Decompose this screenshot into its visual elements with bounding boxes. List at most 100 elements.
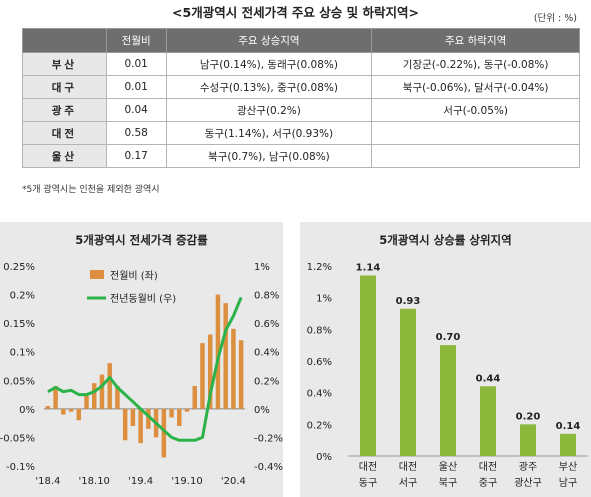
x-tick-label: '19.10 xyxy=(171,476,202,487)
x-category-label-city: 대전 xyxy=(399,461,417,473)
row-region: 대구 xyxy=(22,75,107,99)
x-category-label-district: 광산구 xyxy=(514,477,542,489)
row-up: 북구(0.7%), 남구(0.08%) xyxy=(165,144,373,168)
row-mom: 0.04 xyxy=(105,98,167,122)
table-row: 부산 0.01 남구(0.14%), 동래구(0.08%) 기장군(-0.22%… xyxy=(22,52,580,76)
mom-bar xyxy=(215,294,221,409)
row-region: 울산 xyxy=(22,144,107,168)
mom-bar xyxy=(146,408,151,429)
table-title: <5개광역시 전세가격 주요 상승 및 하락지역> xyxy=(172,5,419,20)
y-left-tick-label: -0.1% xyxy=(6,462,35,473)
jeonse-change-chart-panel: 5개광역시 전세가격 증감률 -0.1% -0.05% 0% 0.05% 0.1% 0.1… xyxy=(0,222,283,497)
y-right-tick-label: 0.8% xyxy=(254,291,279,302)
bar-value-label: 0.14 xyxy=(556,421,581,432)
mom-bar xyxy=(107,363,112,409)
x-category-label-district: 서구 xyxy=(399,477,417,489)
y-right-tick-label: 1% xyxy=(254,262,270,273)
y-tick-label: 0.6% xyxy=(307,357,332,368)
x-category-label-city: 부산 xyxy=(559,461,577,473)
mom-bar xyxy=(138,408,143,444)
x-category-label-city: 대전 xyxy=(479,461,497,473)
region-bar xyxy=(400,308,416,456)
x-category-label-district: 중구 xyxy=(479,477,497,489)
mom-bar xyxy=(223,303,228,409)
y-left-tick-label: -0.05% xyxy=(0,433,35,444)
bar-value-label: 0.70 xyxy=(436,332,461,343)
legend-label-line: 전년동월비 (우) xyxy=(110,293,176,305)
mom-bar xyxy=(84,394,89,409)
y-left-tick-label: 0.15% xyxy=(3,319,35,330)
mom-bar xyxy=(169,408,174,418)
row-down: 기장군(-0.22%), 동구(-0.08%) xyxy=(371,52,580,76)
top-regions-chart-panel: 5개광역시 상승률 상위지역 0% 0.2% 0.4% 0.6% 0.8% 1% 1.2% 1… xyxy=(300,222,591,497)
y-right-tick-label: -0.2% xyxy=(254,433,283,444)
y-left-tick-label: 0.1% xyxy=(10,348,35,359)
row-mom: 0.01 xyxy=(105,75,167,99)
table-row: 광주 0.04 광산구(0.2%) 서구(-0.05%) xyxy=(22,98,580,122)
mom-bar xyxy=(99,374,105,409)
table-row: 대전 0.58 동구(1.14%), 서구(0.93%) xyxy=(22,121,580,145)
row-mom: 0.01 xyxy=(105,52,167,76)
bar-value-label: 1.14 xyxy=(356,263,381,274)
row-up: 남구(0.14%), 동래구(0.08%) xyxy=(165,52,373,76)
y-left-tick-label: 0.25% xyxy=(3,262,35,273)
x-category-label-city: 울산 xyxy=(439,461,457,473)
mom-bar xyxy=(68,408,74,412)
table-row: 울산 0.17 북구(0.7%), 남구(0.08%) xyxy=(22,144,580,168)
regional-change-table: 전월비 주요 상승지역 주요 하락지역 부산 0.01 남구(0.14%), 동… xyxy=(22,28,580,168)
legend-label-bar: 전월비 (좌) xyxy=(110,270,158,282)
region-bar xyxy=(480,386,496,456)
mom-bar xyxy=(161,408,167,458)
y-tick-label: 0.4% xyxy=(307,389,332,400)
row-up: 수성구(0.13%), 중구(0.08%) xyxy=(165,75,373,99)
row-region: 부산 xyxy=(22,52,107,76)
y-right-tick-label: 0% xyxy=(254,405,270,416)
header-down: 주요 하락지역 xyxy=(371,28,580,53)
x-tick-label: '18.10 xyxy=(79,476,110,487)
row-region: 대전 xyxy=(22,121,107,145)
header-up: 주요 상승지역 xyxy=(165,28,373,53)
mom-bar xyxy=(122,408,128,441)
row-up: 광산구(0.2%) xyxy=(165,98,373,122)
x-category-label-district: 북구 xyxy=(439,477,457,489)
bar-value-label: 0.44 xyxy=(476,373,501,384)
y-tick-label: 1.2% xyxy=(307,262,332,273)
mom-bar xyxy=(184,408,190,412)
x-tick-label: '20.4 xyxy=(221,476,246,487)
table-header-row: 전월비 주요 상승지역 주요 하락지역 xyxy=(22,28,580,53)
bar-value-label: 0.20 xyxy=(516,411,541,422)
row-up: 동구(1.14%), 서구(0.93%) xyxy=(165,121,373,145)
y-tick-label: 0% xyxy=(316,452,332,463)
row-down: 북구(-0.06%), 달서구(-0.04%) xyxy=(371,75,580,99)
row-down xyxy=(371,144,580,168)
mom-bar xyxy=(53,386,58,409)
table-footnote: *5개 광역시는 인천을 제외한 광역시 xyxy=(22,185,160,195)
legend-swatch-bar xyxy=(90,270,104,279)
mom-bar xyxy=(177,408,182,426)
header-blank xyxy=(22,28,107,53)
mom-bar xyxy=(207,334,213,409)
chart-title: 5개광역시 전세가격 증감률 xyxy=(75,233,208,247)
y-left-tick-label: 0.05% xyxy=(3,376,35,387)
y-right-tick-label: 0.4% xyxy=(254,348,279,359)
y-right-tick-label: -0.4% xyxy=(254,462,283,473)
jeonse-change-chart: -0.1% -0.05% 0% 0.05% 0.1% 0.15% 0.2% 0.25% -0.4… xyxy=(0,262,283,487)
bar-value-label: 0.93 xyxy=(396,296,421,307)
mom-bar xyxy=(192,386,197,409)
x-category-label-district: 남구 xyxy=(559,477,577,489)
mom-bar xyxy=(231,328,236,409)
x-category-label-city: 대전 xyxy=(359,461,377,473)
yoy-line xyxy=(47,296,243,442)
row-mom: 0.58 xyxy=(105,121,167,145)
y-tick-label: 0.8% xyxy=(307,325,332,336)
mom-bar xyxy=(61,408,66,415)
row-region: 광주 xyxy=(22,98,107,122)
y-right-tick-label: 0.6% xyxy=(254,319,279,330)
x-tick-label: '18.4 xyxy=(35,476,60,487)
y-right-tick-label: 0.2% xyxy=(254,376,279,387)
mom-bar xyxy=(115,386,120,409)
y-left-tick-label: 0.2% xyxy=(10,291,35,302)
row-mom: 0.17 xyxy=(105,144,167,168)
table-row: 대구 0.01 수성구(0.13%), 중구(0.08%) 북구(-0.06%)… xyxy=(22,75,580,99)
